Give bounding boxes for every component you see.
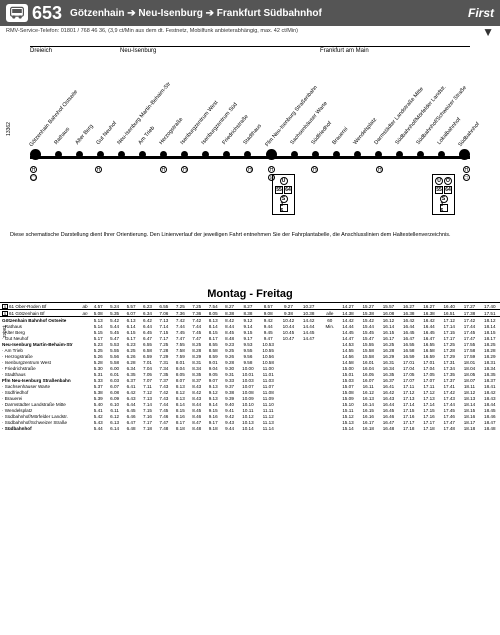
side-code: 13362 [6,122,12,136]
stop-under-icons [225,166,232,181]
stop-dot: Darmstädter Landstraße Mitte [375,151,382,158]
bus-icon [6,4,28,22]
stop-under-icons: H [181,166,188,181]
stop-label: Alter Berg [74,123,94,146]
route-title: Götzenhain ➔ Neu-Isenburg ➔ Frankfurt Sü… [70,8,468,19]
stop-under-icons [117,166,124,181]
stop-dot: Isenburgzentrum West [181,151,188,158]
timetable-title: Montag - Freitag [0,288,500,300]
stop-under-icons [73,166,80,181]
route-diagram: 13362 DreieichNeu-IsenburgFrankfurt am M… [10,46,490,226]
stop-under-icons: H▢ [30,166,37,181]
stop-dot: Isenburgzentrum Süd [202,151,209,158]
diagram-note: Diese schematische Darstellung dient Ihr… [10,232,490,238]
stop-under-icons [52,166,59,181]
timetable-section: Montag - Freitag S61 Ober-Roden Bfab4.57… [0,288,500,431]
stop-dot: Brauerei [333,151,340,158]
stop-dot: Herzogstraße [160,151,167,158]
stop-dot: Südbahnhof [459,149,470,160]
stop-label: Gut Neuhof [96,121,119,146]
zone-label: Frankfurt am Main [320,46,470,54]
stop-under-icons: H [95,166,102,181]
triangle-icon: ▼ [482,28,494,36]
stop-dot: Am Trieb [139,151,146,158]
stop-dot: Südfriedhof [312,151,319,158]
stop-label: Stadthaus [243,123,264,146]
stop-label: Rathaus [53,126,71,146]
stop-under-icons [203,166,210,181]
stop-dot: Neu-Isenburg Martin-Behaim-Str [118,151,125,158]
stop-dot: Sachsenhäuser Warte [291,151,298,158]
stop-under-icons [333,166,340,181]
stop-under-icons: H [376,166,383,181]
stop-dot: Gut Neuhof [97,151,104,158]
stop-dot: Stadthaus [244,151,251,158]
stop-under-icons: H [160,166,167,181]
stop-dot: Wendelsplatz [354,151,361,158]
stop-label: Südfriedhof [310,121,333,146]
operator-logo: First [468,6,494,20]
stop-dot: Südbahnhof/Mörfelder Landstr. [396,151,403,158]
zone-label: Neu-Isenburg [120,46,320,54]
timetable-ref-row: S61 Ober-Roden Bfab4.575.245.576.236.557… [0,303,500,310]
connection-box: U5564S3-6 [272,174,295,215]
stop-label: Isenburgzentrum West [180,100,220,146]
stop-dot: Rathaus [55,151,62,158]
connection-box: UO5564S3-6 [432,174,455,215]
stop-dot: Südbahnhof/Schweizer Straße [417,151,424,158]
stop-dot: Götzenhain Bahnhof Ostseite [30,149,41,160]
stop-dot: Ffm Neu-Isenburg Straßenbahn [266,149,277,160]
side-code-bottom: 32083 [2,325,7,338]
stop-under-icons: H [311,166,318,181]
service-info: RMV-Service-Telefon: 01801 / 768 46 36, … [0,26,500,36]
stop-under-icons [398,166,405,181]
stop-label: Südbahnhof [457,121,481,148]
route-header: 653 Götzenhain ➔ Neu-Isenburg ➔ Frankfur… [0,0,500,26]
stop-label: Brauerei [331,126,349,146]
stop-label: Götzenhain Bahnhof Ostseite [28,89,79,148]
zone-label: Dreieich [30,46,120,54]
stop-under-icons [420,166,427,181]
stop-dot: Alter Berg [76,151,83,158]
timetable-ref-row: S61 Götzenhain Bfan5.085.356.076.347.067… [0,310,500,317]
timetable: S61 Ober-Roden Bfab4.575.245.576.236.557… [0,302,500,431]
stop-under-icons [138,166,145,181]
stop-under-icons [355,166,362,181]
stop-under-icons: H [246,166,253,181]
stop-dot: Lokalbahnhof [438,151,445,158]
stop-under-icons: H□ [463,166,470,181]
stop-dot: Friedrichstraße [223,151,230,158]
route-number: 653 [32,3,62,24]
timetable-row: · Südbahnhof5.446.146.487.187.488.188.48… [0,425,500,431]
stop-label: Am Trieb [138,125,157,146]
